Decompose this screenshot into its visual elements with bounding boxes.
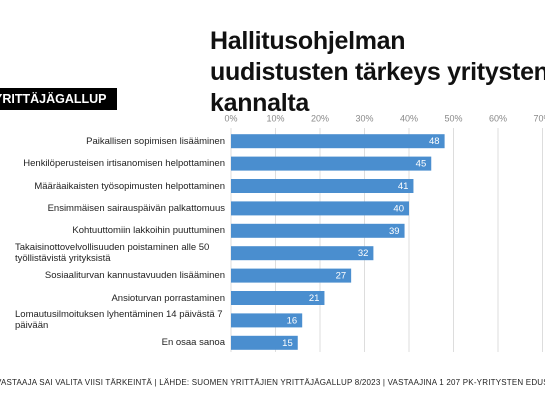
value-label: 48 xyxy=(429,136,440,147)
category-label: Sosiaaliturvan kannustavuuden lisääminen xyxy=(44,270,225,282)
bar xyxy=(231,223,405,238)
bar xyxy=(231,313,303,328)
category-label: Määräaikaisten työsopimusten helpottamin… xyxy=(34,180,225,192)
category-label-box: Ansioturvan porrastaminen xyxy=(15,286,225,310)
category-label: Henkilöperusteisen irtisanomisen helpott… xyxy=(23,158,225,170)
x-tick-label: 70% xyxy=(533,113,545,123)
bar xyxy=(231,246,374,261)
x-tick-label: 60% xyxy=(489,113,507,123)
category-label: Takaisinottovelvollisuuden poistaminen a… xyxy=(15,242,210,265)
bar xyxy=(231,156,432,171)
bar xyxy=(231,179,414,193)
category-label: Ensimmäisen sairauspäivän palkattomuus xyxy=(47,202,225,214)
footer: VASTAAJA SAI VALITA VIISI TÄRKEINTÄ | LÄ… xyxy=(0,378,545,387)
value-label: 41 xyxy=(398,181,409,192)
category-label: Ansioturvan porrastaminen xyxy=(111,292,225,304)
value-label: 39 xyxy=(389,226,400,237)
category-label-box: Paikallisen sopimisen lisääminen xyxy=(15,129,225,153)
x-tick-label: 20% xyxy=(311,113,329,123)
category-label-box: Henkilöperusteisen irtisanomisen helpott… xyxy=(15,152,225,176)
bar xyxy=(231,201,409,216)
category-label-box: Ensimmäisen sairauspäivän palkattomuus xyxy=(15,196,225,220)
category-label: Paikallisen sopimisen lisääminen xyxy=(86,135,225,147)
category-label-box: Sosiaaliturvan kannustavuuden lisääminen xyxy=(15,264,225,288)
value-label: 15 xyxy=(282,338,293,349)
category-label-box: En osaa sanoa xyxy=(15,331,225,355)
x-tick-label: 40% xyxy=(400,113,418,123)
category-label-box: Määräaikaisten työsopimusten helpottamin… xyxy=(15,174,225,198)
x-tick-label: 30% xyxy=(355,113,373,123)
category-label-box: Takaisinottovelvollisuuden poistaminen a… xyxy=(15,241,225,265)
bar xyxy=(231,291,325,305)
chart-title: Hallitusohjelman uudistusten tärkeys yri… xyxy=(210,27,545,117)
x-tick-label: 0% xyxy=(224,113,237,123)
bar xyxy=(231,268,352,283)
category-label: Kohtuuttomiin lakkoihin puuttuminen xyxy=(72,225,225,237)
category-label: Lomautusilmoituksen lyhentäminen 14 päiv… xyxy=(15,309,223,332)
x-tick-label: 10% xyxy=(266,113,284,123)
value-label: 45 xyxy=(416,159,427,170)
value-label: 16 xyxy=(287,315,298,326)
category-label: En osaa sanoa xyxy=(161,337,225,349)
bar xyxy=(231,134,445,149)
value-label: 40 xyxy=(393,203,404,214)
category-label-box: Lomautusilmoituksen lyhentäminen 14 päiv… xyxy=(15,308,225,332)
value-label: 32 xyxy=(358,248,369,259)
x-tick-label: 50% xyxy=(444,113,462,123)
value-label: 27 xyxy=(336,271,347,282)
value-label: 21 xyxy=(309,293,320,304)
badge: YRITTÄJÄGALLUP xyxy=(0,88,117,110)
bar xyxy=(231,335,298,350)
category-label-box: Kohtuuttomiin lakkoihin puuttuminen xyxy=(15,219,225,243)
